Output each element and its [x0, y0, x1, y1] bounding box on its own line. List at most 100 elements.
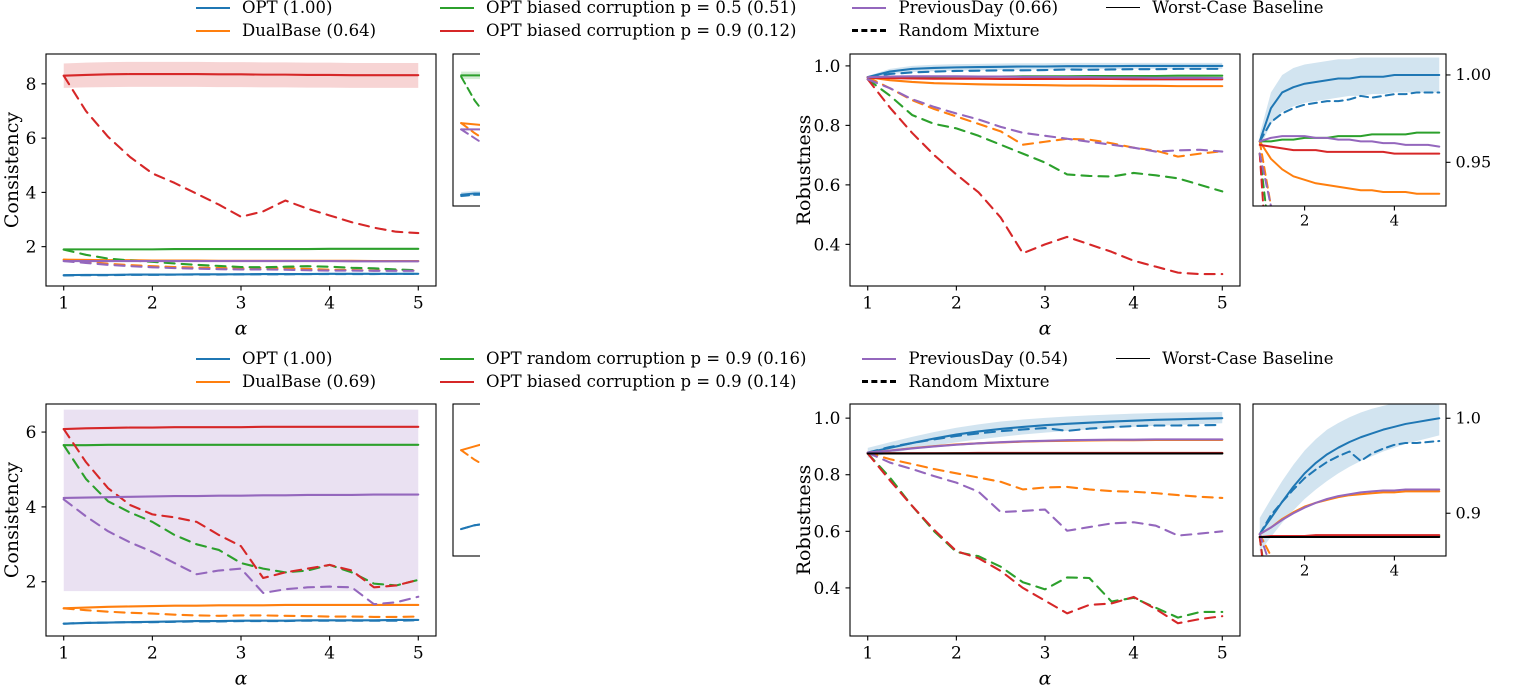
chart-consistency-top: 123452468αConsistency241.01.52.0: [0, 46, 480, 346]
legend-entry: OPT biased corruption p = 0.9 (0.12): [440, 19, 796, 42]
svg-text:2: 2: [1300, 212, 1310, 230]
svg-text:1.0: 1.0: [1456, 408, 1481, 427]
legend-entry: OPT (1.00): [196, 347, 376, 370]
legend-column-3: PreviousDay (0.66) Random Mixture: [852, 0, 1058, 42]
legend-label: OPT (1.00): [242, 349, 333, 368]
legend-label: OPT biased corruption p = 0.9 (0.12): [486, 21, 797, 40]
legend-label: Worst-Case Baseline: [1162, 349, 1334, 368]
svg-text:5: 5: [1217, 644, 1228, 664]
legend-swatch-previousday-icon: [862, 357, 897, 360]
legend-swatch-opt-icon: [196, 357, 230, 360]
svg-text:2: 2: [951, 294, 962, 314]
svg-text:4: 4: [1128, 644, 1139, 664]
panel-row-top: 123452468αConsistency241.01.52.0 123450.…: [0, 0, 1523, 349]
consistency-bottom-svg: 12345246αConsistency240.751.001.251.50: [1, 403, 480, 690]
legend-label: OPT (1.00): [242, 0, 333, 17]
legend-label: OPT biased corruption p = 0.5 (0.51): [486, 0, 797, 17]
svg-text:0.4: 0.4: [813, 579, 840, 599]
svg-text:α: α: [1039, 668, 1052, 690]
legend-swatch-worst-case-icon: [1116, 358, 1151, 359]
chart-robustness-bottom: 1 2 3 4 5 0.4 0.6 0.8 1.0 α Robustness 2 4 0.9 1.0: [790, 396, 1523, 699]
legend-swatch-red-icon: [440, 380, 475, 383]
svg-text:Consistency: Consistency: [1, 462, 23, 579]
legend-label: DualBase (0.69): [242, 372, 377, 391]
legend-entry: DualBase (0.64): [196, 19, 376, 42]
legend-label: Random Mixture: [898, 21, 1040, 40]
svg-text:3: 3: [1040, 294, 1051, 314]
legend-entry: Random Mixture: [852, 19, 1058, 42]
svg-text:4: 4: [1390, 212, 1400, 230]
svg-text:0.8: 0.8: [813, 116, 840, 136]
legend-swatch-dualbase-icon: [196, 29, 230, 32]
legend-label: DualBase (0.64): [242, 21, 377, 40]
legend-swatch-green-icon: [440, 357, 475, 360]
svg-text:1: 1: [58, 644, 69, 664]
legend-entry: Worst-Case Baseline: [1106, 0, 1324, 19]
svg-text:8: 8: [26, 75, 37, 95]
svg-text:Consistency: Consistency: [1, 112, 23, 229]
svg-text:3: 3: [236, 294, 247, 314]
svg-text:1.00: 1.00: [1456, 65, 1492, 84]
svg-text:0.4: 0.4: [813, 235, 840, 255]
legend-column-1: OPT (1.00) DualBase (0.64): [196, 0, 376, 42]
svg-text:0.6: 0.6: [813, 176, 840, 196]
svg-text:4: 4: [1390, 562, 1400, 580]
svg-text:2: 2: [147, 644, 158, 664]
legend-swatch-worst-case-icon: [1106, 7, 1141, 8]
svg-text:4: 4: [324, 644, 335, 664]
svg-text:2: 2: [951, 644, 962, 664]
svg-text:Robustness: Robustness: [793, 465, 815, 576]
consistency-top-svg: 123452468αConsistency241.01.52.0: [1, 53, 480, 340]
legend-swatch-random-mixture-icon: [852, 29, 887, 32]
legend-label: OPT biased corruption p = 0.9 (0.14): [486, 372, 797, 391]
legend-entry: OPT random corruption p = 0.9 (0.16): [440, 347, 806, 370]
robustness-bottom-svg: 1 2 3 4 5 0.4 0.6 0.8 1.0 α Robustness 2 4 0.9 1.0: [793, 403, 1481, 690]
svg-text:3: 3: [236, 644, 247, 664]
legend-swatch-dualbase-icon: [196, 380, 230, 383]
svg-text:0.8: 0.8: [813, 466, 840, 486]
svg-text:6: 6: [26, 129, 37, 149]
legend-entry: PreviousDay (0.54): [862, 347, 1068, 370]
legend-swatch-previousday-icon: [852, 6, 887, 9]
legend-bottom: OPT (1.00) DualBase (0.69) OPT random co…: [0, 347, 1523, 393]
legend-column-2: OPT random corruption p = 0.9 (0.16) OPT…: [440, 347, 806, 393]
legend-swatch-opt-icon: [196, 6, 230, 9]
chart-consistency-bottom: 12345246αConsistency240.751.001.251.50: [0, 396, 480, 699]
svg-text:1: 1: [862, 644, 873, 664]
svg-text:1: 1: [58, 294, 69, 314]
svg-text:1: 1: [862, 294, 873, 314]
legend-entry: Random Mixture: [862, 370, 1068, 393]
svg-text:5: 5: [1217, 294, 1228, 314]
svg-text:1.0: 1.0: [813, 409, 840, 429]
svg-text:2: 2: [147, 294, 158, 314]
svg-text:5: 5: [413, 294, 424, 314]
legend-column-4: Worst-Case Baseline: [1116, 347, 1334, 370]
legend-entry: DualBase (0.69): [196, 370, 376, 393]
robustness-top-svg: 1 2 3 4 5 0.4 0.6 0.8 1.0 α Robustness 2 4 0.95 1.00: [793, 53, 1492, 340]
legend-entry: OPT (1.00): [196, 0, 376, 19]
svg-text:2: 2: [1300, 562, 1310, 580]
legend-label: OPT random corruption p = 0.9 (0.16): [486, 349, 807, 368]
legend-top: OPT (1.00) DualBase (0.64) OPT biased co…: [0, 0, 1523, 42]
svg-text:5: 5: [413, 644, 424, 664]
svg-text:0.6: 0.6: [813, 522, 840, 542]
svg-text:2: 2: [26, 573, 37, 593]
svg-text:3: 3: [1040, 644, 1051, 664]
legend-swatch-random-mixture-icon: [862, 380, 897, 383]
svg-text:0.9: 0.9: [1456, 503, 1481, 522]
legend-swatch-red-icon: [440, 29, 475, 32]
legend-column-3: PreviousDay (0.54) Random Mixture: [862, 347, 1068, 393]
legend-label: PreviousDay (0.54): [908, 349, 1069, 368]
legend-entry: Worst-Case Baseline: [1116, 347, 1334, 370]
legend-entry: OPT biased corruption p = 0.5 (0.51): [440, 0, 796, 19]
svg-text:4: 4: [26, 498, 37, 518]
svg-text:4: 4: [324, 294, 335, 314]
panel-row-bottom: 12345246αConsistency240.751.001.251.50 1…: [0, 350, 1523, 699]
legend-entry: PreviousDay (0.66): [852, 0, 1058, 19]
svg-text:1.0: 1.0: [813, 57, 840, 77]
svg-text:α: α: [235, 668, 248, 690]
svg-text:0.95: 0.95: [1456, 152, 1492, 171]
svg-text:4: 4: [1128, 294, 1139, 314]
svg-text:4: 4: [26, 183, 37, 203]
